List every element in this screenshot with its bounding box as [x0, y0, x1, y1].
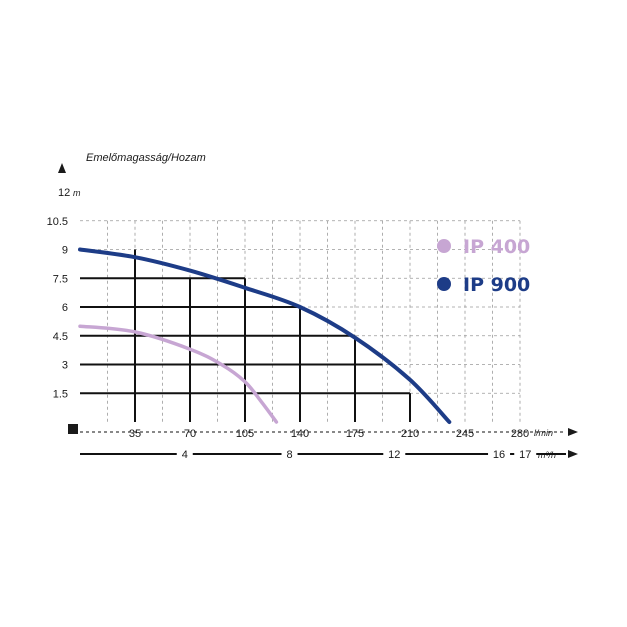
y-tick-label: 6: [62, 302, 68, 314]
x2-tick-label: 17: [519, 449, 531, 461]
x2-tick-label: 16: [493, 449, 505, 461]
y-axis-arrow-icon: [58, 163, 66, 173]
x2-tick-label: 4: [182, 449, 188, 461]
legend-label: IP 900: [463, 274, 530, 296]
origin-marker: [68, 424, 78, 434]
x-unit: l/min: [534, 428, 553, 438]
legend-marker: [437, 277, 451, 291]
x2-axis-arrow-icon: [568, 450, 578, 458]
x-tick-label: 245: [456, 428, 474, 440]
x-tick-label: 280: [511, 428, 529, 440]
legend: IP 400 IP 900: [437, 236, 530, 296]
x-axis-arrow-icon: [568, 428, 578, 436]
x-tick-label: 175: [346, 428, 364, 440]
y-axis-title: Emelőmagasság/Hozam: [86, 152, 206, 164]
legend-marker: [437, 239, 451, 253]
legend-label: IP 400: [463, 236, 530, 258]
y-tick-label: 9: [62, 245, 68, 257]
x-tick-label: 70: [184, 428, 196, 440]
x-tick-label: 35: [129, 428, 141, 440]
y-tick-label: 3: [62, 360, 68, 372]
series-layer: [78, 247, 452, 424]
y-tick-label: 4.5: [53, 331, 68, 343]
y-tick-label: 7.5: [53, 273, 68, 285]
y-unit: m: [73, 188, 81, 198]
series-line: [78, 324, 279, 424]
x-tick-label: 105: [236, 428, 254, 440]
x2-tick-label: 8: [286, 449, 292, 461]
ticks: 10.5 9 7.5 6 4.5 3 1.5 35 70 105 140 175 210 245 280 4 8…: [47, 216, 566, 461]
y-tick-label: 1.5: [53, 388, 68, 400]
y-top-tick: 12: [58, 187, 70, 199]
x2-tick-label: 12: [388, 449, 400, 461]
series-line: [78, 247, 452, 424]
y-tick-label: 10.5: [47, 216, 68, 228]
grid: [80, 220, 521, 422]
x-tick-label: 140: [291, 428, 309, 440]
x-tick-label: 210: [401, 428, 419, 440]
